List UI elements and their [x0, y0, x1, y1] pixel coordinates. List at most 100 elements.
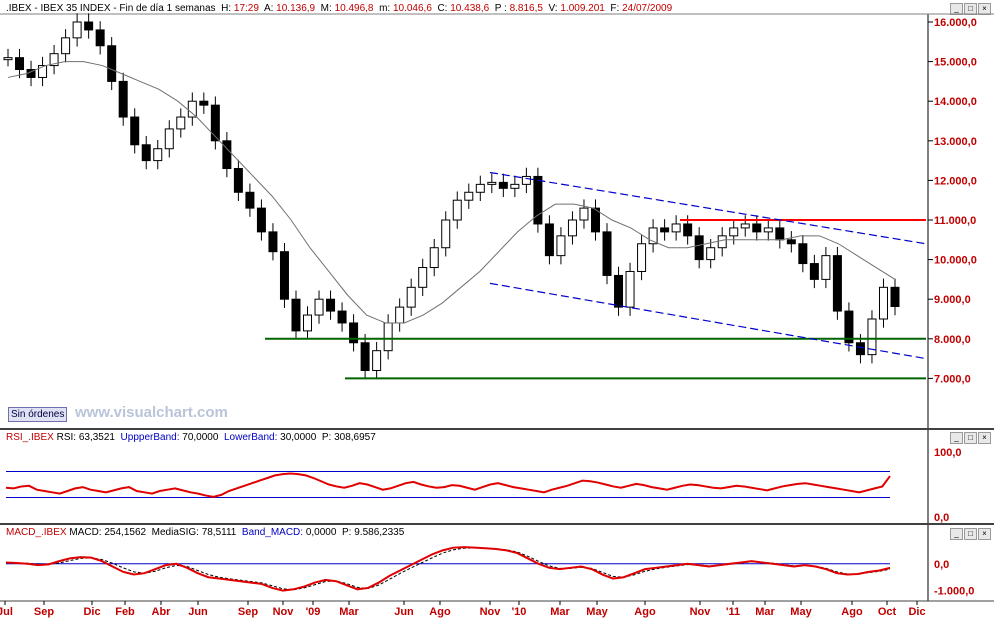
candle-body: [671, 223, 681, 233]
candle-body: [303, 314, 313, 332]
candle-body: [521, 175, 531, 185]
rsi-line: [5, 472, 891, 498]
candle-body: [383, 322, 393, 352]
y-tick-label: 7.000,0: [934, 373, 971, 385]
candle-body: [187, 100, 197, 118]
candle-body: [544, 223, 554, 257]
macd-tick-label: -1.000,0: [934, 586, 974, 598]
candle-body: [199, 100, 209, 106]
candle-body: [176, 116, 186, 130]
x-tick-label: Nov: [480, 606, 502, 618]
p-value: 8.816,5: [509, 3, 543, 14]
candle-body: [878, 286, 888, 320]
candle-body: [729, 227, 739, 237]
x-tick-label: Sep: [34, 606, 54, 618]
candle-body: [107, 45, 117, 82]
candle-body: [95, 29, 105, 47]
channel-upper-line: [489, 171, 927, 245]
x-tick-label: Jun: [188, 606, 208, 618]
macd-minimize-button[interactable]: _: [950, 528, 963, 540]
candle-body: [464, 191, 474, 201]
macd-maximize-button[interactable]: □: [964, 528, 977, 540]
x-tick-label: '10: [512, 606, 527, 618]
candle-body: [533, 175, 543, 225]
x-tick-label: Ago: [634, 606, 656, 618]
c-value: 10.438,6: [450, 3, 490, 14]
macd-panel: MACD_.IBEX MACD: 254,1562 MediaSIG: 78,5…: [0, 525, 994, 601]
candle-body: [256, 207, 266, 233]
macd-line: [5, 546, 891, 592]
candle-body: [418, 267, 428, 288]
candle-body: [429, 247, 439, 269]
candle-body: [72, 21, 82, 39]
x-tick-label: Sep: [238, 606, 258, 618]
rsi-close-button[interactable]: ×: [978, 432, 991, 444]
candle-body: [590, 207, 600, 233]
y-tick-label: 9.000,0: [934, 294, 971, 306]
price-header: .IBEX - IBEX 35 INDEX - Fin de día 1 sem…: [6, 3, 673, 14]
v-value: 1.009.201: [560, 3, 605, 14]
candle-body: [452, 199, 462, 221]
candle-body: [694, 235, 704, 261]
candle-body: [660, 227, 670, 233]
candle-body: [763, 227, 773, 233]
candle-body: [245, 191, 255, 209]
macd-tick-label: 0,0: [934, 559, 949, 571]
candle-body: [740, 223, 750, 229]
rsi-maximize-button[interactable]: □: [964, 432, 977, 444]
candle-body: [475, 183, 485, 193]
rsi-header: RSI_.IBEX RSI: 63,3521 UppperBand: 70,00…: [6, 432, 376, 443]
rsi-tick-label: 0,0: [934, 512, 949, 524]
y-tick-label: 16.000,0: [934, 17, 977, 29]
candle-body: [61, 37, 71, 55]
candle-body: [706, 247, 716, 261]
sin-ordenes-button[interactable]: Sin órdenes: [8, 407, 68, 422]
candle-body: [349, 322, 359, 344]
candle-body: [556, 235, 566, 257]
x-tick-label: Ago: [429, 606, 451, 618]
x-tick-label: Abr: [152, 606, 172, 618]
a-value: 10.136,9: [276, 3, 316, 14]
y-tick-label: 11.000,0: [934, 215, 976, 227]
candle-body: [395, 306, 405, 324]
candle-body: [15, 57, 25, 71]
rsi-tick-label: 100,0: [934, 447, 962, 459]
candle-body: [141, 144, 151, 162]
rsi-panel: RSI_.IBEX RSI: 63,3521 UppperBand: 70,00…: [0, 431, 994, 523]
candle-body: [268, 231, 278, 253]
candle-body: [821, 255, 831, 280]
candle-body: [38, 65, 48, 78]
candle-body: [579, 207, 589, 221]
candle-body: [49, 53, 59, 67]
candle-body: [222, 140, 232, 170]
candle-body: [406, 286, 416, 308]
x-tick-label: Mar: [755, 606, 775, 618]
macd-close-button[interactable]: ×: [978, 528, 991, 540]
candle-body: [510, 183, 520, 189]
y-tick-label: 14.000,0: [934, 96, 977, 108]
candle-body: [118, 80, 128, 118]
f-value: 24/07/2009: [622, 3, 673, 14]
x-tick-label: May: [586, 606, 608, 618]
candle-body: [326, 298, 336, 312]
candle-body: [786, 239, 796, 245]
candle-body: [3, 57, 13, 61]
x-tick-label: '09: [306, 606, 321, 618]
candle-body: [441, 219, 451, 249]
candle-body: [279, 251, 289, 300]
candle-body: [498, 181, 508, 189]
candle-body: [717, 235, 727, 249]
candle-body: [855, 342, 865, 356]
y-tick-label: 10.000,0: [934, 255, 977, 267]
candle-body: [798, 243, 808, 265]
candle-body: [844, 310, 854, 344]
macd-header: MACD_.IBEX MACD: 254,1562 MediaSIG: 78,5…: [6, 527, 405, 538]
x-tick-label: '11: [726, 606, 740, 618]
candle-body: [637, 243, 647, 272]
x-tick-label: Nov: [690, 606, 712, 618]
candle-body: [372, 350, 382, 371]
rsi-minimize-button[interactable]: _: [950, 432, 963, 444]
x-tick-label: Jul: [0, 606, 13, 618]
moving-average-line: [7, 61, 896, 324]
min-value: 10.046,6: [392, 3, 432, 14]
